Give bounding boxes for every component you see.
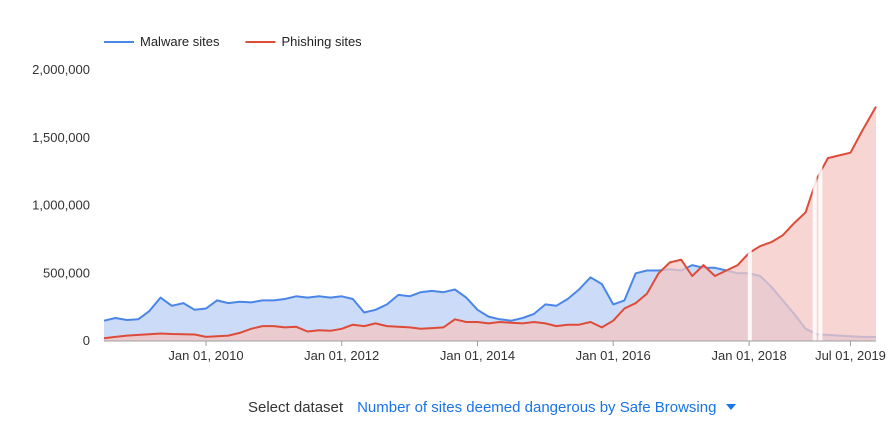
y-tick-label: 1,500,000 xyxy=(32,130,90,145)
y-tick-label: 500,000 xyxy=(43,265,90,280)
gap-layer xyxy=(747,65,823,341)
malware-sites-legend-label[interactable]: Malware sites xyxy=(140,34,220,49)
axis-layer: 0 500,000 1,000,000 1,500,000 2,000,000 Jan 0… xyxy=(32,62,886,363)
dataset-dropdown[interactable]: Number of sites deemed dangerous by Safe… xyxy=(357,398,737,416)
dataset-selector-row: Select dataset Number of sites deemed da… xyxy=(248,396,737,418)
phishing-sites-area xyxy=(104,106,876,341)
y-tick-label: 2,000,000 xyxy=(32,62,90,77)
legend: Malware sites Phishing sites xyxy=(104,34,362,49)
chevron-down-icon[interactable] xyxy=(726,404,737,410)
phishing-sites-legend-label[interactable]: Phishing sites xyxy=(281,34,362,49)
x-tick-label: Jan 01, 2010 xyxy=(168,348,243,363)
dataset-label: Select dataset xyxy=(248,398,344,416)
x-tick-label: Jan 01, 2014 xyxy=(440,348,515,363)
data-gap-2 xyxy=(812,65,817,341)
data-gap-1 xyxy=(747,65,752,341)
dataset-value[interactable]: Number of sites deemed dangerous by Safe… xyxy=(357,398,717,416)
series-layer xyxy=(103,106,877,341)
phishing-sites-line xyxy=(103,106,877,340)
x-tick-label: Jan 01, 2012 xyxy=(304,348,379,363)
x-tick-label: Jan 01, 2018 xyxy=(712,348,787,363)
y-tick-label: 0 xyxy=(83,333,90,348)
y-tick-label: 1,000,000 xyxy=(32,198,90,213)
x-tick-label: Jan 01, 2016 xyxy=(576,348,651,363)
area-chart: Malware sites Phishing sites 0 500,000 1,00… xyxy=(32,34,886,363)
x-tick-label: Jul 01, 2019 xyxy=(815,348,886,363)
data-gap-3 xyxy=(818,65,823,341)
